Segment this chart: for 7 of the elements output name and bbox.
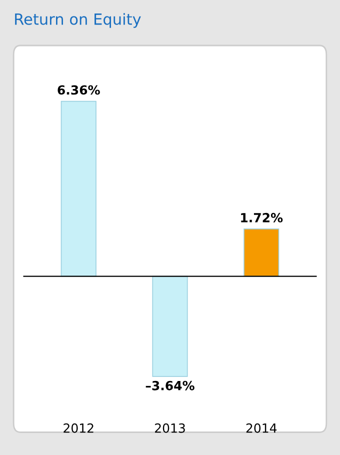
chart-title: Return on Equity (15, 13, 141, 28)
data-label: –3.64% (146, 380, 194, 390)
data-label: 1.72% (241, 212, 283, 222)
x-tick-label: 2013 (155, 423, 185, 433)
x-tick-label: 2014 (246, 423, 277, 433)
x-tick-label: 2012 (64, 423, 94, 433)
data-label: 6.36% (58, 85, 100, 95)
